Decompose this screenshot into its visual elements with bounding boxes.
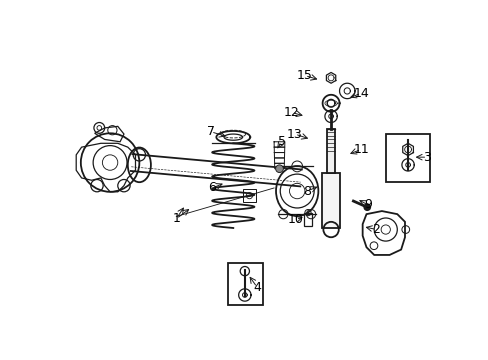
Bar — [321, 172, 340, 228]
Text: 13: 13 — [286, 127, 302, 140]
Text: 8: 8 — [303, 185, 310, 198]
Text: 1: 1 — [172, 212, 180, 225]
Text: 11: 11 — [352, 143, 368, 156]
Bar — [385, 134, 429, 182]
Bar — [326, 130, 334, 172]
Bar — [304, 213, 311, 226]
Text: 12: 12 — [284, 106, 299, 119]
Text: 14: 14 — [352, 87, 368, 100]
Text: 4: 4 — [253, 281, 261, 294]
Text: 3: 3 — [423, 150, 430, 164]
Polygon shape — [131, 154, 301, 186]
Text: 9: 9 — [364, 198, 371, 211]
Bar — [227, 263, 262, 305]
Text: 6: 6 — [208, 181, 216, 194]
Text: 2: 2 — [372, 223, 380, 236]
Circle shape — [275, 165, 283, 172]
Text: 7: 7 — [206, 125, 215, 138]
Circle shape — [363, 203, 370, 211]
Text: 15: 15 — [296, 69, 312, 82]
Text: 10: 10 — [287, 213, 303, 226]
Text: 5: 5 — [277, 135, 285, 148]
